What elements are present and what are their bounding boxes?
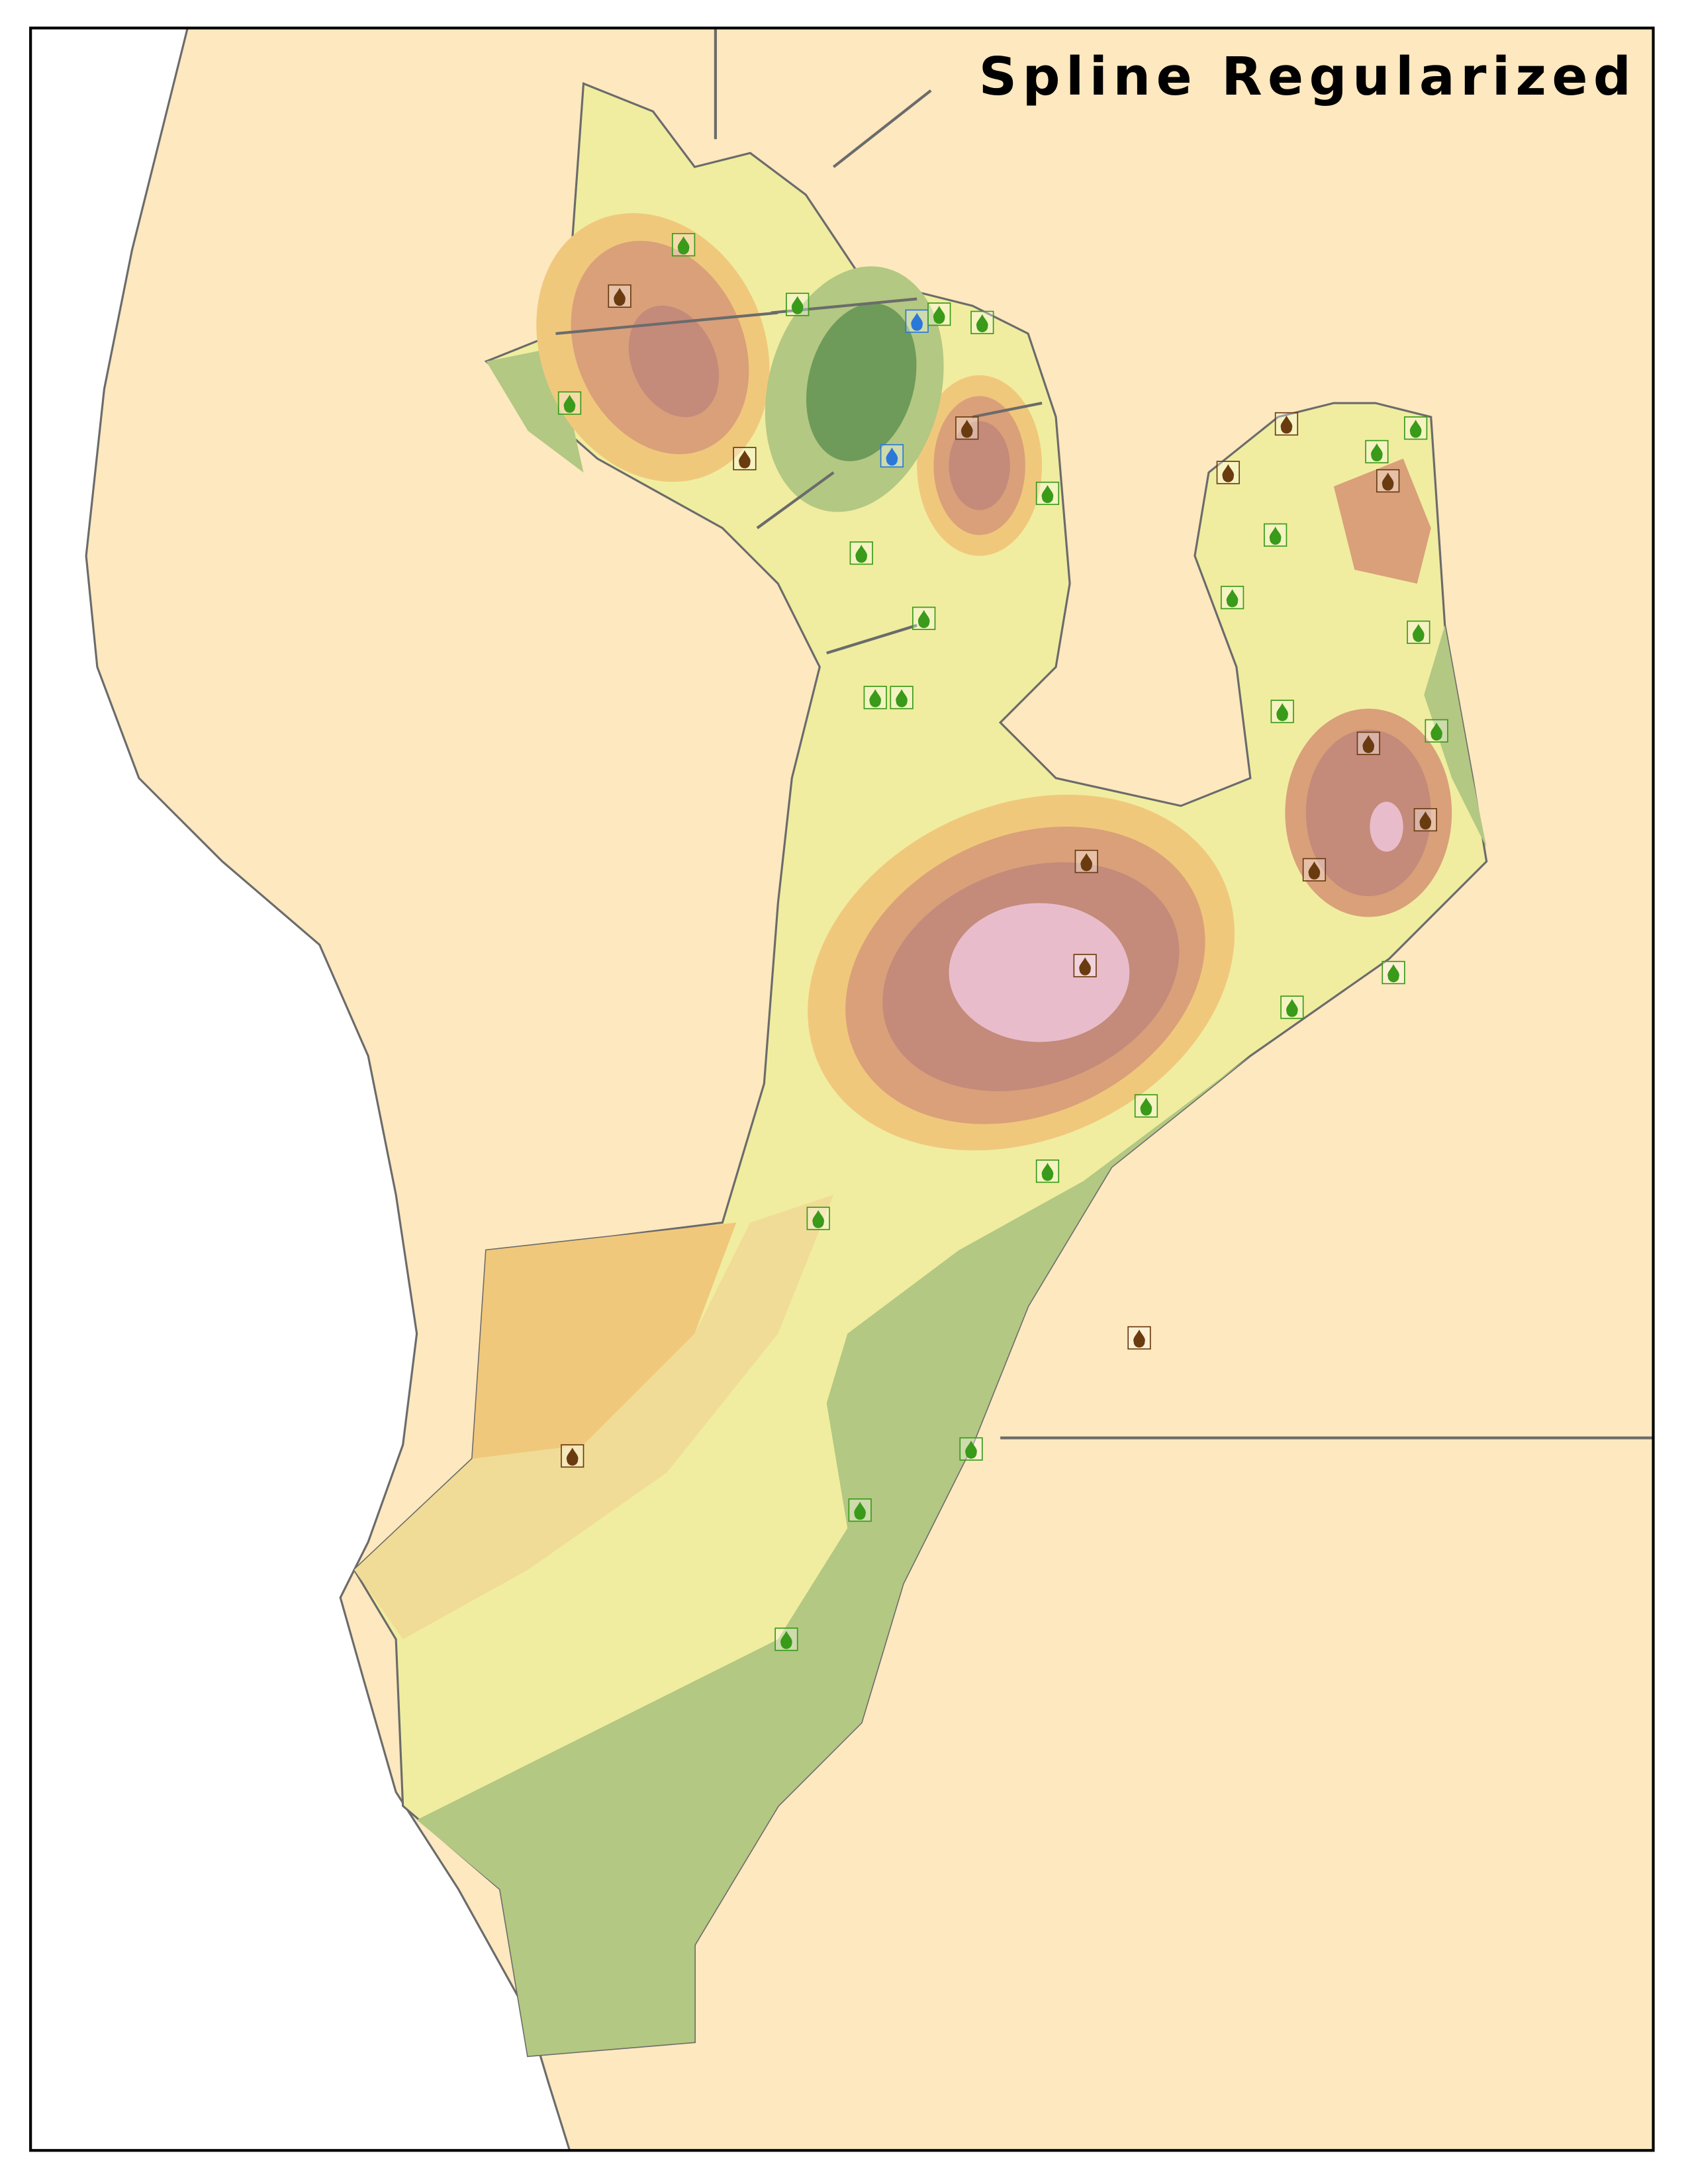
droplet-icon	[1362, 735, 1375, 753]
station-marker	[849, 541, 873, 565]
droplet-icon	[780, 1631, 792, 1649]
droplet-icon	[965, 1440, 977, 1459]
station-marker	[1035, 481, 1060, 506]
station-marker	[1220, 586, 1244, 610]
droplet-icon	[1041, 484, 1054, 504]
contour-zone	[416, 958, 1389, 2056]
station-marker	[848, 1498, 872, 1522]
station-marker	[1074, 849, 1098, 874]
contour-zone	[628, 305, 720, 418]
droplet-icon	[1371, 443, 1383, 462]
droplet-icon	[1286, 999, 1298, 1017]
station-marker	[608, 284, 632, 308]
droplet-icon	[614, 287, 626, 306]
droplet-icon	[854, 1502, 866, 1520]
droplet-icon	[1280, 415, 1293, 434]
map-title: Spline Regularized	[979, 46, 1637, 107]
contour-zone	[1370, 801, 1403, 852]
stations	[557, 233, 1448, 1651]
droplet-icon	[1079, 957, 1091, 976]
droplet-icon	[976, 314, 988, 332]
droplet-icon	[1041, 1163, 1054, 1181]
station-marker	[1356, 731, 1380, 755]
contour-zone	[949, 903, 1130, 1042]
droplet-icon	[1308, 861, 1321, 880]
station-marker	[890, 686, 914, 709]
station-marker	[912, 606, 936, 630]
droplet-icon	[855, 545, 868, 563]
droplet-icon	[1222, 464, 1235, 482]
droplet-icon	[1080, 853, 1093, 872]
station-marker	[806, 1206, 830, 1230]
station-marker	[927, 302, 951, 326]
station-marker	[1365, 439, 1389, 464]
contour-zone	[949, 421, 1010, 510]
droplet-icon	[886, 447, 898, 466]
droplet-icon	[1409, 420, 1422, 438]
droplet-icon	[1413, 623, 1425, 642]
droplet-icon	[812, 1210, 824, 1228]
droplet-icon	[911, 312, 923, 331]
station-marker	[1280, 995, 1304, 1019]
droplet-icon	[1140, 1097, 1152, 1116]
map-frame	[29, 26, 1655, 2152]
droplet-icon	[563, 394, 576, 413]
droplet-icon	[1387, 964, 1399, 983]
droplet-icon	[933, 306, 945, 324]
station-marker	[557, 391, 582, 415]
station-marker	[1216, 461, 1240, 484]
station-marker	[1407, 620, 1430, 644]
station-marker	[880, 444, 904, 468]
droplet-icon	[917, 610, 930, 629]
station-marker	[1073, 954, 1097, 978]
droplet-icon	[1133, 1329, 1145, 1348]
station-marker	[1382, 960, 1405, 985]
droplet-icon	[677, 236, 690, 255]
station-marker	[959, 1437, 983, 1461]
station-marker	[1264, 523, 1288, 547]
station-marker	[733, 447, 757, 471]
droplet-icon	[869, 689, 882, 707]
contour-zone	[1424, 625, 1487, 848]
station-marker	[1270, 700, 1294, 723]
droplet-icon	[1276, 703, 1288, 721]
station-marker	[1404, 416, 1428, 440]
contour-zone	[472, 1222, 737, 1501]
droplet-icon	[1269, 526, 1282, 545]
station-marker	[863, 686, 887, 709]
contour-zone	[1333, 458, 1431, 584]
droplet-icon	[1226, 589, 1239, 608]
station-marker	[1302, 858, 1327, 882]
road	[555, 28, 1654, 1439]
droplet-icon	[1419, 811, 1432, 830]
station-marker	[1035, 1160, 1060, 1183]
station-marker	[1274, 412, 1299, 436]
station-marker	[955, 416, 979, 440]
contour-zone	[354, 1195, 834, 1639]
station-marker	[1376, 469, 1400, 493]
droplet-icon	[961, 420, 973, 438]
station-marker	[1413, 808, 1437, 832]
contour-zone	[1305, 729, 1431, 897]
droplet-icon	[1382, 472, 1394, 491]
droplet-icon	[896, 689, 908, 707]
droplet-icon	[566, 1447, 579, 1466]
station-marker	[970, 310, 994, 334]
station-marker	[561, 1444, 585, 1468]
station-marker	[774, 1627, 798, 1651]
station-marker	[905, 309, 929, 333]
station-marker	[1425, 719, 1448, 743]
droplet-icon	[1430, 722, 1442, 741]
droplet-icon	[739, 450, 751, 469]
station-marker	[1127, 1326, 1151, 1350]
station-marker	[1134, 1094, 1158, 1118]
station-marker	[786, 293, 810, 316]
droplet-icon	[791, 296, 804, 314]
contour-zone	[806, 303, 917, 461]
station-marker	[671, 233, 696, 257]
